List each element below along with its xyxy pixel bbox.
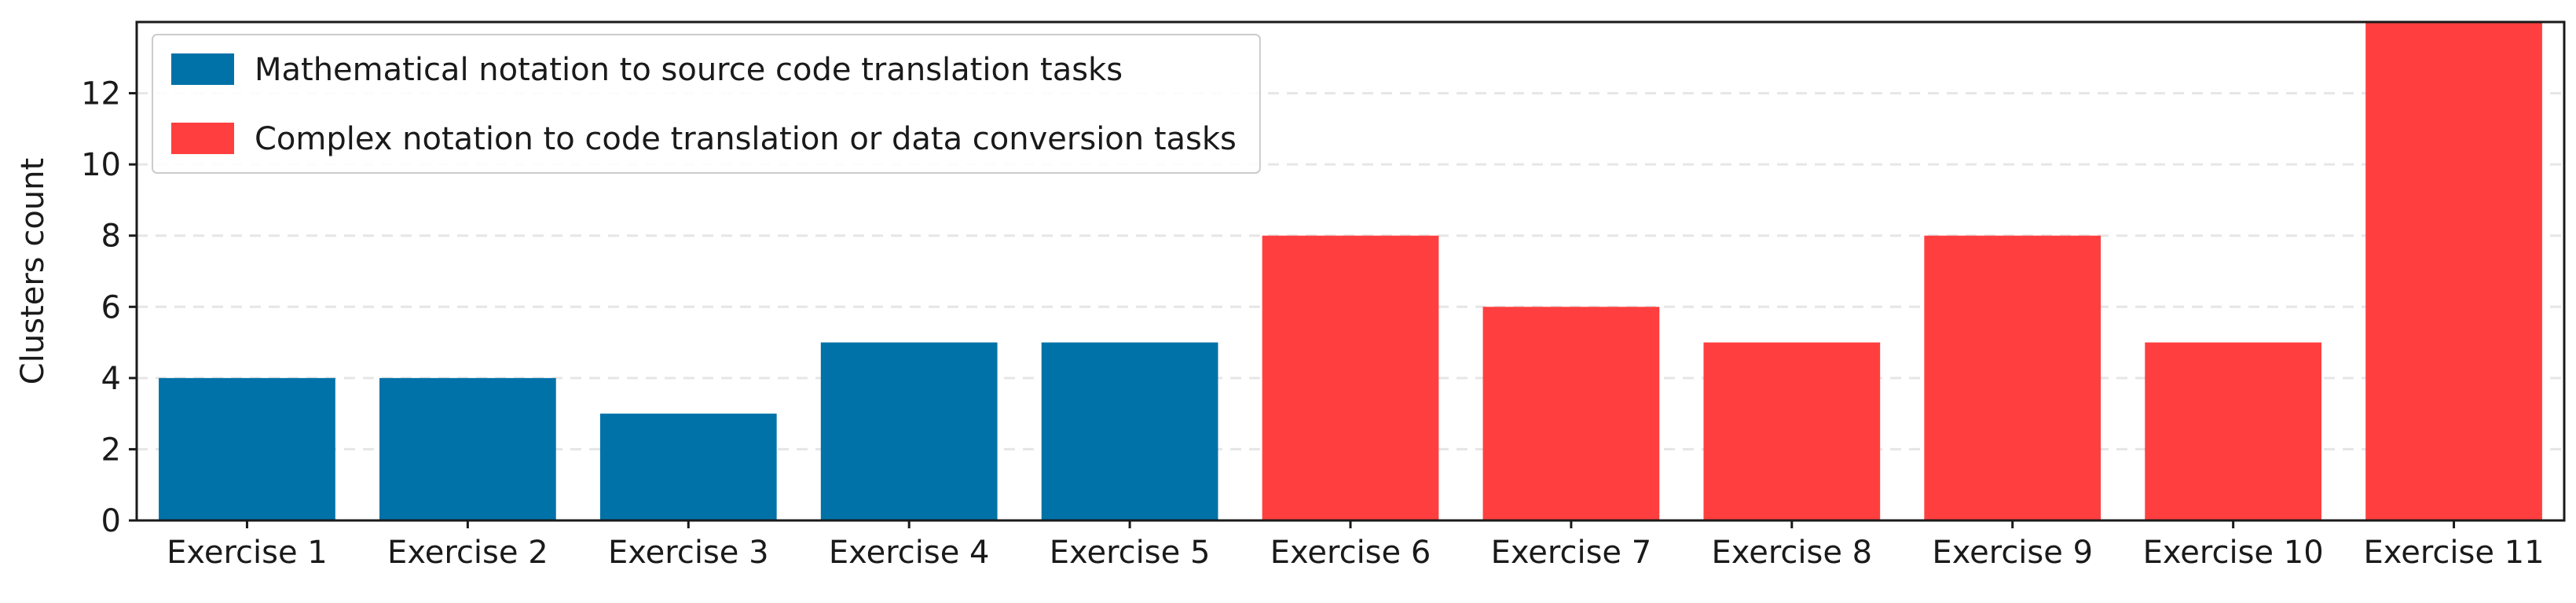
bar-exercise-4 xyxy=(820,342,998,520)
bar-exercise-8 xyxy=(1703,342,1881,520)
x-tick-label: Exercise 11 xyxy=(2364,535,2545,571)
bar-exercise-2 xyxy=(379,377,556,520)
x-tick-label: Exercise 10 xyxy=(2143,535,2324,571)
x-tick-label: Exercise 6 xyxy=(1270,535,1431,571)
x-tick-label: Exercise 1 xyxy=(167,535,328,571)
bar-exercise-6 xyxy=(1262,235,1439,520)
legend-swatch xyxy=(171,53,234,85)
y-tick-label: 4 xyxy=(101,361,121,397)
legend-swatch xyxy=(171,123,234,154)
x-tick-label: Exercise 4 xyxy=(829,535,990,571)
bar-exercise-5 xyxy=(1041,342,1218,520)
y-tick-label: 0 xyxy=(101,503,121,539)
x-tick-label: Exercise 3 xyxy=(608,535,769,571)
y-tick-label: 10 xyxy=(81,147,121,183)
legend-label: Mathematical notation to source code tra… xyxy=(255,52,1123,88)
y-tick-label: 8 xyxy=(101,219,121,255)
bar-exercise-1 xyxy=(159,377,335,520)
y-tick-label: 2 xyxy=(101,432,121,468)
x-tick-label: Exercise 9 xyxy=(1932,535,2093,571)
bar-exercise-3 xyxy=(599,414,777,520)
legend: Mathematical notation to source code tra… xyxy=(152,34,1261,174)
bar-exercise-10 xyxy=(2145,342,2321,520)
y-tick-label: 6 xyxy=(101,289,121,325)
x-tick-label: Exercise 2 xyxy=(387,535,548,571)
x-tick-label: Exercise 5 xyxy=(1050,535,1211,571)
x-tick-label: Exercise 8 xyxy=(1712,535,1873,571)
bar-exercise-9 xyxy=(1924,235,2101,520)
y-axis-label: Clusters count xyxy=(15,158,51,384)
legend-box xyxy=(152,34,1261,174)
bars xyxy=(159,22,2542,520)
y-axis-ticks: 0 2 4 6 8 10 12 xyxy=(81,76,137,539)
legend-label: Complex notation to code translation or … xyxy=(255,121,1237,157)
bar-exercise-11 xyxy=(2365,22,2542,520)
bar-exercise-7 xyxy=(1482,307,1660,520)
y-tick-label: 12 xyxy=(81,76,121,112)
x-axis-ticks: Exercise 1 Exercise 2 Exercise 3 Exercise 4… xyxy=(167,520,2545,571)
x-tick-label: Exercise 7 xyxy=(1491,535,1652,571)
